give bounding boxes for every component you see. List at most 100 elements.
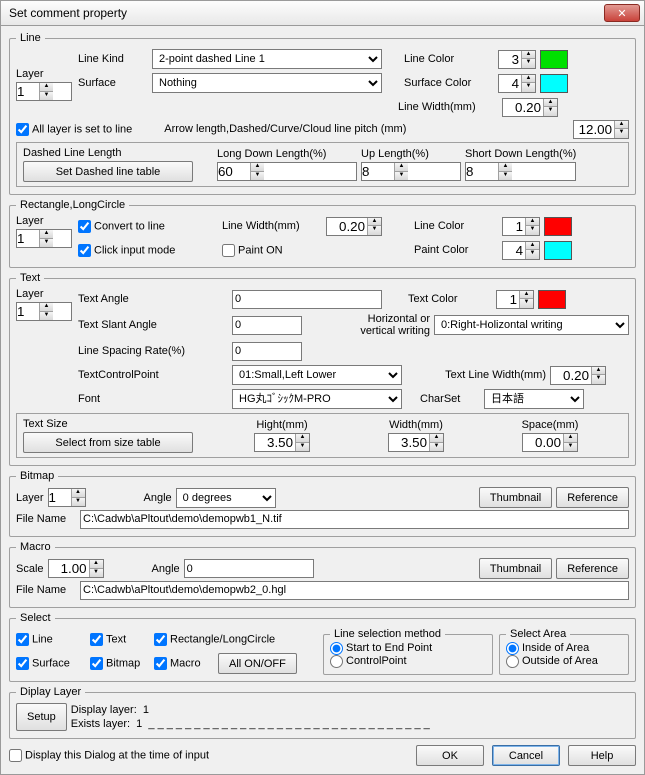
long-down-spin[interactable]: ▲▼ (217, 162, 357, 181)
charset-select[interactable]: 日本語 (484, 389, 584, 409)
dialog-body: Line Layer ▲▼ Line Kind 2-point dashed L… (0, 26, 645, 775)
up-length-spin[interactable]: ▲▼ (361, 162, 461, 181)
spacing-input[interactable] (232, 342, 302, 361)
rect-legend: Rectangle,LongCircle (16, 199, 129, 211)
height-spin[interactable]: ▲▼ (254, 433, 310, 452)
rect-layer-label: Layer (16, 215, 72, 227)
spin-up[interactable]: ▲ (39, 83, 53, 92)
sel-rect[interactable]: Rectangle/LongCircle (154, 633, 275, 646)
width-label: Width(mm) (389, 419, 443, 431)
inside-radio[interactable]: Inside of Area (506, 642, 589, 654)
surface-color-spin[interactable]: ▲▼ (498, 74, 536, 93)
rect-layer-spin[interactable]: ▲▼ (16, 229, 72, 248)
bitmap-file-input[interactable] (80, 510, 629, 529)
line-kind-select[interactable]: 2-point dashed Line 1 (152, 49, 382, 69)
text-color-swatch[interactable] (538, 290, 566, 309)
rect-linewidth-spin[interactable]: ▲▼ (326, 217, 382, 236)
exists-layer-label: Exists layer: (71, 718, 130, 730)
bitmap-file-label: File Name (16, 513, 76, 525)
text-color-label: Text Color (408, 293, 492, 305)
ok-button[interactable]: OK (416, 745, 484, 766)
hv-label: Horizontal or vertical writing (320, 313, 430, 337)
surface-select[interactable]: Nothing (152, 73, 382, 93)
space-spin[interactable]: ▲▼ (522, 433, 578, 452)
macro-scale-spin[interactable]: ▲▼ (48, 559, 104, 578)
text-legend: Text (16, 272, 44, 284)
paint-color-swatch[interactable] (544, 241, 572, 260)
bitmap-layer-spin[interactable]: ▲▼ (48, 488, 86, 507)
bitmap-legend: Bitmap (16, 470, 58, 482)
all-onoff-button[interactable]: All ON/OFF (218, 653, 297, 674)
rect-linecolor-swatch[interactable] (544, 217, 572, 236)
close-button[interactable]: ✕ (604, 4, 640, 22)
click-input-checkbox[interactable]: Click input mode (78, 244, 218, 257)
long-down-label: Long Down Length(%) (217, 148, 357, 160)
setup-button[interactable]: Setup (16, 703, 67, 731)
all-layer-checkbox[interactable]: All layer is set to line (16, 123, 132, 136)
macro-reference-button[interactable]: Reference (556, 558, 629, 579)
macro-thumbnail-button[interactable]: Thumbnail (479, 558, 552, 579)
line-color-spin[interactable]: ▲▼ (498, 50, 536, 69)
spacing-label: Line Spacing Rate(%) (78, 345, 228, 357)
short-down-spin[interactable]: ▲▼ (465, 162, 576, 181)
start-end-radio[interactable]: Start to End Point (330, 642, 432, 654)
sel-surface[interactable]: Surface (16, 657, 86, 670)
cancel-button[interactable]: Cancel (492, 745, 560, 766)
text-layer-label: Layer (16, 288, 72, 300)
font-select[interactable]: HG丸ｺﾞｼｯｸM-PRO (232, 389, 402, 409)
line-layer-spin[interactable]: ▲▼ (16, 82, 72, 101)
display-layer-label: Display layer: (71, 704, 137, 716)
text-layer-spin[interactable]: ▲▼ (16, 302, 72, 321)
tlw-label: Text Line Width(mm) (406, 369, 546, 381)
bitmap-thumbnail-button[interactable]: Thumbnail (479, 487, 552, 508)
macro-file-input[interactable] (80, 581, 629, 600)
bitmap-angle-label: Angle (144, 492, 172, 504)
layer-label: Layer (16, 68, 72, 80)
sel-bitmap[interactable]: Bitmap (90, 657, 150, 670)
text-group: Text Layer ▲▼ Text Angle Text Color ▲▼ T… (9, 272, 636, 466)
text-angle-input[interactable] (232, 290, 382, 309)
slant-input[interactable] (232, 316, 302, 335)
tcp-select[interactable]: 01:Small,Left Lower (232, 365, 402, 385)
rect-linewidth-label: Line Width(mm) (222, 220, 322, 232)
arrow-length-spin[interactable]: ▲▼ (573, 120, 629, 139)
line-width-label: Line Width(mm) (398, 101, 498, 113)
sel-macro[interactable]: Macro (154, 657, 214, 670)
outside-radio[interactable]: Outside of Area (506, 655, 598, 667)
line-selection-method: Line selection method Start to End Point… (323, 628, 493, 675)
set-dashed-table-button[interactable]: Set Dashed line table (23, 161, 193, 182)
paint-on-checkbox[interactable]: Paint ON (222, 244, 382, 257)
controlpoint-radio[interactable]: ControlPoint (330, 655, 407, 667)
line-width-spin[interactable]: ▲▼ (502, 98, 558, 117)
window-title: Set comment property (5, 6, 604, 20)
macro-file-label: File Name (16, 584, 76, 596)
surface-color-swatch[interactable] (540, 74, 568, 93)
help-button[interactable]: Help (568, 745, 636, 766)
surface-label: Surface (78, 77, 148, 89)
line-layer-input[interactable] (17, 83, 39, 100)
paint-color-spin[interactable]: ▲▼ (502, 241, 540, 260)
select-legend: Select (16, 612, 55, 624)
macro-angle-label: Angle (152, 563, 180, 575)
width-spin[interactable]: ▲▼ (388, 433, 444, 452)
tlw-spin[interactable]: ▲▼ (550, 366, 606, 385)
select-size-table-button[interactable]: Select from size table (23, 432, 193, 453)
line-color-swatch[interactable] (540, 50, 568, 69)
text-color-spin[interactable]: ▲▼ (496, 290, 534, 309)
macro-angle-input[interactable] (184, 559, 314, 578)
spin-down[interactable]: ▼ (39, 92, 53, 101)
bitmap-reference-button[interactable]: Reference (556, 487, 629, 508)
hv-select[interactable]: 0:Right-Holizontal writing (434, 315, 629, 335)
display-dialog-checkbox[interactable]: Display this Dialog at the time of input (9, 749, 209, 762)
bitmap-angle-select[interactable]: 0 degrees (176, 488, 276, 508)
display-layer-group: Diplay Layer Setup Display layer: 1 Exis… (9, 686, 636, 739)
line-legend: Line (16, 32, 45, 44)
up-length-label: Up Length(%) (361, 148, 461, 160)
method-legend: Line selection method (330, 628, 445, 640)
sel-line[interactable]: Line (16, 633, 86, 646)
convert-checkbox[interactable]: Convert to line (78, 220, 218, 233)
macro-legend: Macro (16, 541, 55, 553)
sel-text[interactable]: Text (90, 633, 150, 646)
rect-linecolor-spin[interactable]: ▲▼ (502, 217, 540, 236)
tcp-label: TextControlPoint (78, 369, 228, 381)
